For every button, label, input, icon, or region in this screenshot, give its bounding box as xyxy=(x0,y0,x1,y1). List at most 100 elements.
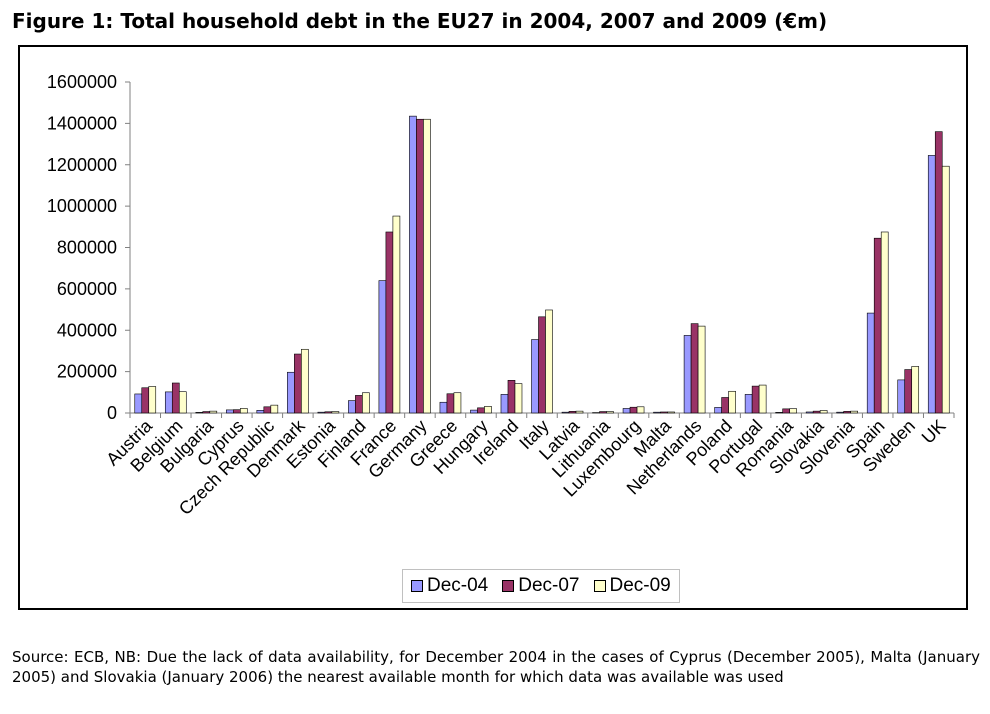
y-tick-label: 0 xyxy=(107,403,117,423)
bar-slovenia-dec-07 xyxy=(843,411,851,414)
legend-swatch-dec-09 xyxy=(593,580,606,592)
legend-item-dec-04: Dec-04 xyxy=(411,575,488,597)
source-note: Source: ECB, NB: Due the lack of data av… xyxy=(12,648,980,686)
bar-slovenia-dec-09 xyxy=(850,410,858,414)
legend: Dec-04 Dec-07 Dec-09 xyxy=(402,569,680,603)
bar-italy-dec-04 xyxy=(531,339,539,414)
bar-finland-dec-07 xyxy=(355,395,363,414)
bar-uk-dec-04 xyxy=(927,155,936,414)
bar-estonia-dec-09 xyxy=(331,411,340,414)
bar-sweden-dec-09 xyxy=(911,366,920,414)
bar-greece-dec-04 xyxy=(439,401,448,414)
y-tick-label: 600000 xyxy=(57,279,117,299)
y-tick-label: 200000 xyxy=(57,362,117,382)
bar-italy-dec-09 xyxy=(545,309,553,414)
bar-bulgaria-dec-09 xyxy=(209,410,218,414)
bar-slovakia-dec-07 xyxy=(812,410,821,414)
bar-greece-dec-07 xyxy=(446,393,455,414)
bar-romania-dec-09 xyxy=(789,408,797,414)
bar-sweden-dec-04 xyxy=(897,379,906,414)
y-tick-label: 1400000 xyxy=(47,113,117,133)
legend-label-dec-09: Dec-09 xyxy=(609,575,671,596)
bar-ireland-dec-09 xyxy=(514,383,523,414)
chart-frame: 1600000 1400000 1200000 1000000 800000 600000… xyxy=(18,45,968,610)
bar-finland-dec-04 xyxy=(348,400,356,414)
bar-poland-dec-07 xyxy=(721,397,729,414)
bar-portugal-dec-04 xyxy=(744,394,753,414)
bar-romania-dec-07 xyxy=(782,408,790,414)
bar-ireland-dec-07 xyxy=(507,380,516,414)
bar-czech-republic-dec-07 xyxy=(263,406,272,414)
bar-poland-dec-04 xyxy=(714,407,722,414)
bar-sweden-dec-07 xyxy=(904,369,913,414)
y-tick-label: 800000 xyxy=(57,238,117,258)
bar-uk-dec-09 xyxy=(941,165,950,414)
bar-hungary-dec-04 xyxy=(470,409,478,414)
y-tick-label: 1200000 xyxy=(47,155,117,175)
bar-slovenia-dec-04 xyxy=(836,411,844,414)
y-tick-label: 1600000 xyxy=(47,72,117,92)
bar-germany-dec-04 xyxy=(409,115,417,414)
bar-finland-dec-09 xyxy=(362,392,370,414)
bar-italy-dec-07 xyxy=(538,316,546,414)
bar-denmark-dec-07 xyxy=(294,353,302,414)
bar-greece-dec-09 xyxy=(453,392,462,414)
x-tick-label-uk: UK xyxy=(918,416,950,448)
bar-slovakia-dec-09 xyxy=(819,410,828,414)
bar-malta-dec-09 xyxy=(667,411,675,414)
bar-luxembourg-dec-07 xyxy=(629,406,638,414)
bar-estonia-dec-07 xyxy=(324,411,333,414)
bar-czech-republic-dec-09 xyxy=(270,404,279,414)
bar-germany-dec-09 xyxy=(423,118,431,414)
bar-austria-dec-07 xyxy=(141,387,150,414)
figure-title: Figure 1: Total household debt in the EU… xyxy=(12,9,828,33)
bar-spain-dec-07 xyxy=(873,237,882,414)
bar-austria-dec-09 xyxy=(148,386,157,414)
bar-netherlands-dec-09 xyxy=(697,325,706,414)
bar-luxembourg-dec-04 xyxy=(622,408,631,414)
bar-austria-dec-04 xyxy=(134,393,143,414)
legend-label-dec-04: Dec-04 xyxy=(427,575,489,596)
bar-lithuania-dec-09 xyxy=(606,411,614,414)
bar-bulgaria-dec-04 xyxy=(195,412,204,414)
bar-malta-dec-04 xyxy=(653,411,661,414)
bar-latvia-dec-04 xyxy=(561,411,570,414)
bar-ireland-dec-04 xyxy=(500,394,509,414)
bar-malta-dec-07 xyxy=(660,411,668,414)
y-tick-label: 400000 xyxy=(57,320,117,340)
bar-poland-dec-09 xyxy=(728,390,736,414)
bar-portugal-dec-09 xyxy=(758,384,767,414)
legend-label-dec-07: Dec-07 xyxy=(518,575,580,596)
bar-slovakia-dec-04 xyxy=(805,411,814,414)
legend-item-dec-07: Dec-07 xyxy=(502,575,580,597)
bar-romania-dec-04 xyxy=(775,412,783,414)
legend-item-dec-09: Dec-09 xyxy=(593,575,671,597)
bar-spain-dec-04 xyxy=(866,312,875,414)
bar-bulgaria-dec-07 xyxy=(202,411,211,414)
bar-hungary-dec-07 xyxy=(477,407,485,414)
bar-uk-dec-07 xyxy=(934,131,943,414)
bar-luxembourg-dec-09 xyxy=(636,406,645,414)
bar-estonia-dec-04 xyxy=(317,411,326,414)
bar-belgium-dec-09 xyxy=(178,391,187,414)
bar-netherlands-dec-04 xyxy=(683,335,692,414)
legend-swatch-dec-04 xyxy=(411,580,423,592)
bar-denmark-dec-09 xyxy=(301,348,309,414)
bar-spain-dec-09 xyxy=(880,231,889,414)
bar-cyprus-dec-09 xyxy=(240,408,248,414)
bar-lithuania-dec-07 xyxy=(599,411,607,414)
bar-netherlands-dec-07 xyxy=(690,323,699,414)
bar-chart: 1600000 1400000 1200000 1000000 800000 600000… xyxy=(47,72,955,519)
legend-swatch-dec-07 xyxy=(502,580,515,592)
bar-cyprus-dec-04 xyxy=(226,409,234,414)
bar-cyprus-dec-07 xyxy=(233,409,241,414)
bar-hungary-dec-09 xyxy=(484,406,492,414)
bar-france-dec-07 xyxy=(385,231,394,414)
bar-latvia-dec-09 xyxy=(575,410,584,414)
bar-france-dec-09 xyxy=(392,215,401,414)
y-tick-label: 1000000 xyxy=(47,196,117,216)
bar-france-dec-04 xyxy=(378,280,387,414)
bar-denmark-dec-04 xyxy=(287,371,295,414)
bar-germany-dec-07 xyxy=(416,118,424,414)
bar-belgium-dec-04 xyxy=(164,391,173,414)
